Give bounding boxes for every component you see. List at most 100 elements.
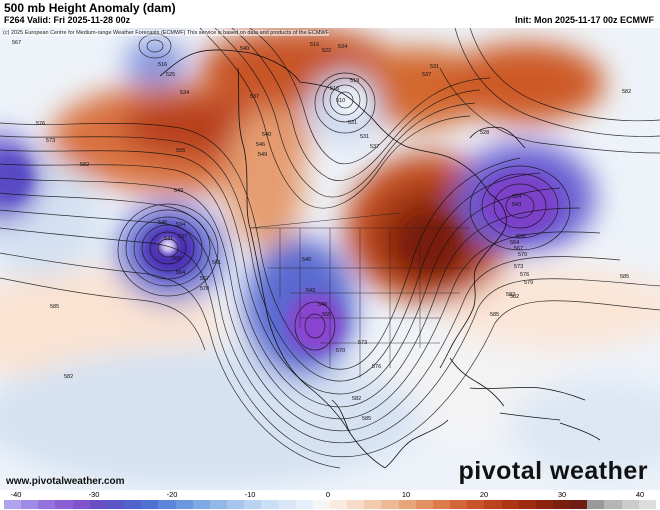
contour-label: 573 [358, 340, 367, 346]
colorbar-swatch [38, 500, 56, 509]
colorbar-tick-label: 10 [401, 490, 411, 499]
colorbar-swatch [398, 500, 416, 509]
colorbar-tick-label: -10 [244, 490, 256, 499]
colorbar-swatch [312, 500, 330, 509]
colorbar-swatch [106, 500, 125, 509]
valid-time: F264 Valid: Fri 2025-11-28 00z [4, 15, 131, 25]
contour-label: 537 [422, 72, 431, 78]
contour-label: 576 [36, 121, 45, 127]
contour-label: 522 [322, 48, 331, 54]
map-panel[interactable]: 567 516 525 534 540 516 522 534 537 540 546 549 531 5… [0, 28, 660, 490]
colorbar-swatch [72, 500, 90, 509]
contour-label: 555 [516, 234, 525, 240]
colorbar-swatch [261, 500, 279, 509]
contour-label: 558 [172, 256, 181, 262]
contour-label: 543 [306, 288, 315, 294]
contour-label: 567 [12, 40, 21, 46]
colorbar-swatch [141, 500, 159, 509]
colorbar-swatch [4, 500, 22, 509]
colorbar-scale [4, 500, 656, 509]
contour-label: 570 [518, 252, 527, 258]
map-title: 500 mb Height Anomaly (dam) [4, 1, 176, 15]
contour-label: 564 [510, 240, 519, 246]
contour-label: 528 [480, 130, 489, 136]
colorbar-swatch [21, 500, 39, 509]
contour-label: 549 [258, 152, 267, 158]
contour-label: 516 [158, 62, 167, 68]
colorbar-swatch [227, 500, 245, 509]
colorbar-swatch [604, 500, 622, 509]
contour-label: 531 [430, 64, 439, 70]
contour-label: 546 [158, 220, 167, 226]
contour-label: 516 [330, 86, 339, 92]
colorbar-swatch [192, 500, 210, 509]
contour-label: 570 [336, 348, 345, 354]
colorbar-swatch [244, 500, 262, 509]
colorbar-swatch [432, 500, 451, 509]
contour-label: 567 [514, 246, 523, 252]
colorbar-swatch [347, 500, 365, 509]
colorbar-swatch [535, 500, 553, 509]
contour-label: 564 [176, 270, 185, 276]
colorbar: -40 -30 -20 -10 0 10 20 30 40 [0, 490, 660, 510]
contour-label: 585 [620, 274, 629, 280]
colorbar-swatch [484, 500, 502, 509]
colorbar-swatch [209, 500, 228, 509]
pivotal-weather-logo: pivotal weather [458, 457, 648, 485]
colorbar-swatch [364, 500, 382, 509]
init-time: Init: Mon 2025-11-17 00z ECMWF [514, 15, 654, 25]
contour-label: 531 [348, 120, 357, 126]
contour-label: 534 [512, 194, 521, 200]
colorbar-swatch [381, 500, 399, 509]
contour-label: 573 [46, 138, 55, 144]
contour-label: 549 [318, 302, 327, 308]
colorbar-tick-label: 20 [479, 490, 489, 499]
contour-label: 582 [622, 89, 631, 95]
contour-label: 570 [200, 286, 209, 292]
contour-label: 537 [370, 144, 379, 150]
colorbar-swatch [638, 500, 656, 509]
colorbar-tick-label: -40 [10, 490, 22, 499]
colorbar-swatch [467, 500, 485, 509]
colorbar-swatch [570, 500, 588, 509]
contour-label: 579 [524, 280, 533, 286]
contour-label: 582 [80, 162, 89, 168]
colorbar-swatch [89, 500, 107, 509]
contour-labels: 5675165255345405165225345375405465495315… [12, 40, 631, 422]
colorbar-tick-label: 40 [635, 490, 645, 499]
colorbar-swatch [329, 500, 348, 509]
contour-label: 510 [336, 98, 345, 104]
contour-label: 537 [178, 234, 187, 240]
contour-label: 534 [176, 222, 185, 228]
colorbar-swatch [501, 500, 519, 509]
colorbar-swatch [175, 500, 193, 509]
contour-label: 573 [514, 264, 523, 270]
colorbar-swatch [55, 500, 73, 509]
contour-label: 582 [510, 294, 519, 300]
contour-label: 582 [352, 396, 361, 402]
colorbar-tick-label: -20 [166, 490, 178, 499]
colorbar-swatch [621, 500, 639, 509]
colorbar-swatch [278, 500, 296, 509]
contour-label: 534 [338, 44, 347, 50]
colorbar-swatch [415, 500, 433, 509]
contour-label: 525 [166, 72, 175, 78]
contour-label: 534 [180, 90, 189, 96]
contour-label: 546 [256, 142, 265, 148]
contour-label: 531 [164, 236, 173, 242]
colorbar-swatch [587, 500, 605, 509]
contour-label: 540 [262, 132, 271, 138]
contour-label: 543 [512, 202, 521, 208]
contour-label: 585 [50, 304, 59, 310]
colorbar-swatch [295, 500, 313, 509]
colorbar-swatch [450, 500, 468, 509]
contour-label: 555 [322, 312, 331, 318]
contour-label: 549 [174, 188, 183, 194]
website-link[interactable]: www.pivotalweather.com [6, 476, 125, 487]
contour-label: 576 [372, 364, 381, 370]
contour-label: 585 [362, 416, 371, 422]
contour-label: 519 [350, 78, 359, 84]
colorbar-tick-label: -30 [88, 490, 100, 499]
colorbar-swatch [518, 500, 536, 509]
contour-label: 567 [200, 276, 209, 282]
